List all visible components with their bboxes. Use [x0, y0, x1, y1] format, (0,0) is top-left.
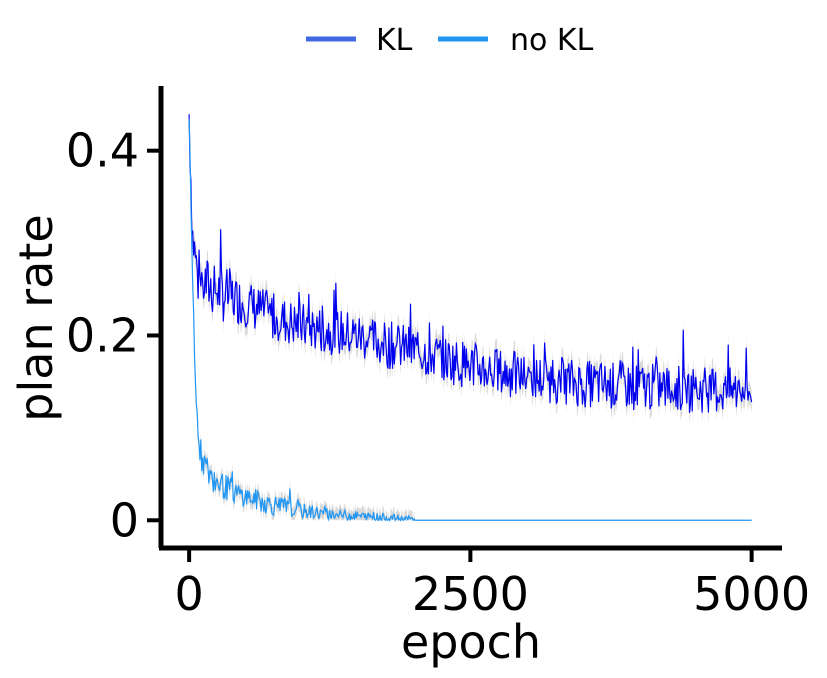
x-tick-label: 2500 — [412, 567, 529, 621]
x-tick-label: 5000 — [693, 567, 810, 621]
y-ticks: 0 0.2 0.4 — [66, 124, 161, 547]
y-tick-label: 0.4 — [66, 124, 139, 178]
y-tick-label: 0.2 — [66, 308, 139, 362]
x-axis-title: epoch — [401, 615, 541, 669]
series-line-no-kl — [188, 119, 752, 523]
plot-area — [188, 103, 753, 523]
x-tick-label: 0 — [174, 567, 203, 621]
legend-label-no-kl: no KL — [510, 23, 594, 58]
legend: KL no KL — [306, 23, 594, 58]
legend-label-kl: KL — [376, 23, 413, 58]
series-line-kl — [188, 114, 753, 413]
y-tick-label: 0 — [110, 493, 139, 547]
y-axis-title: plan rate — [9, 214, 63, 421]
x-ticks: 0 2500 5000 — [174, 548, 810, 621]
